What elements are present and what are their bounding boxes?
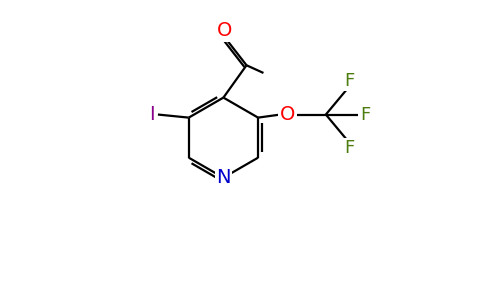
Text: I: I [149, 105, 154, 124]
Text: F: F [344, 72, 354, 90]
Text: F: F [360, 106, 370, 124]
Text: N: N [216, 168, 231, 187]
Text: O: O [280, 105, 295, 124]
Text: F: F [344, 140, 354, 158]
Text: O: O [217, 21, 233, 40]
